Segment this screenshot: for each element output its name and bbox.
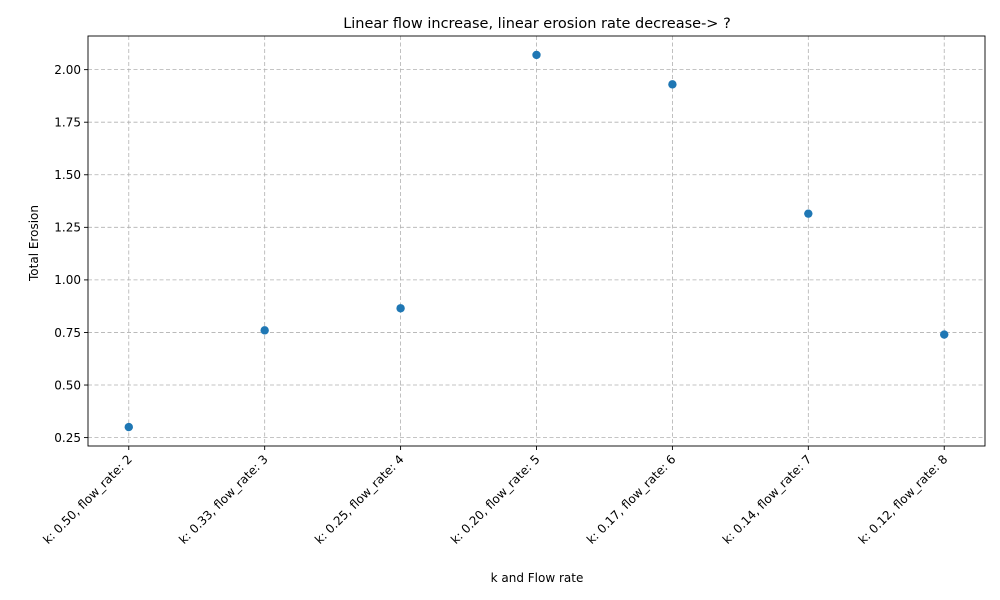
y-tick-label: 0.25: [54, 431, 81, 445]
axes: 0.25 0.50 0.75 1.00 1.25 1.50 1.75 2.00 k: 0.50,…: [40, 35, 986, 547]
data-point: [532, 50, 541, 60]
grid: [88, 36, 985, 446]
y-axis-label: Total Erosion: [27, 205, 41, 282]
y-tick-label: 1.25: [54, 221, 81, 235]
chart-title: Linear flow increase, linear erosion rat…: [343, 16, 731, 32]
y-tick-label: 1.50: [54, 168, 81, 182]
data-point: [396, 304, 405, 313]
x-tick-label: k: 0.33, flow_rate: 3: [176, 452, 271, 547]
x-tick-label: k: 0.14, flow_rate: 7: [720, 452, 815, 547]
y-tick-label: 2.00: [54, 63, 81, 77]
y-tick-label: 1.75: [54, 116, 81, 130]
data-point: [940, 330, 949, 339]
x-tick-label: k: 0.17, flow_rate: 6: [584, 452, 679, 547]
x-tick-label: k: 0.50, flow_rate: 2: [40, 452, 135, 547]
x-tick-label: k: 0.25, flow_rate: 4: [312, 452, 407, 547]
x-tick-label: k: 0.12, flow_rate: 8: [856, 452, 951, 547]
x-axis-label: k and Flow rate: [491, 571, 584, 585]
data-points: [124, 50, 949, 432]
y-tick-label: 1.00: [54, 273, 81, 287]
data-point: [124, 422, 133, 432]
data-point: [260, 326, 269, 335]
y-tick-label: 0.75: [54, 326, 81, 340]
x-tick-label: k: 0.20, flow_rate: 5: [448, 452, 543, 547]
y-tick-label: 0.50: [54, 378, 81, 392]
data-point: [668, 80, 677, 89]
data-point: [804, 209, 813, 218]
